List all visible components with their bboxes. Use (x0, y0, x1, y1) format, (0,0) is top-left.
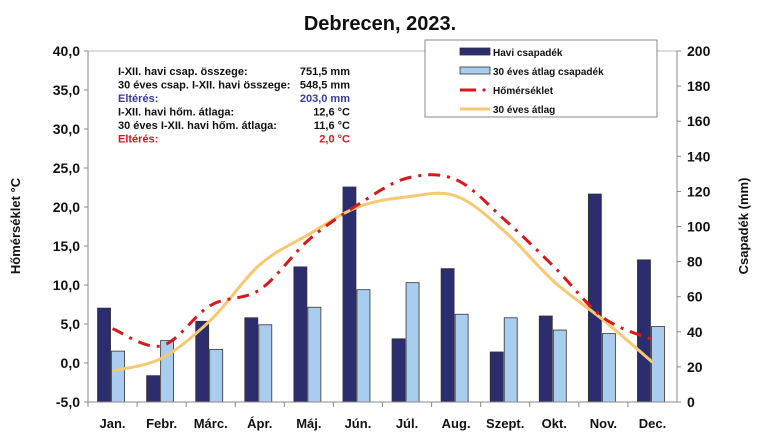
avg-precip-bar (454, 313, 469, 403)
avg-precip-bar (405, 282, 420, 403)
y-left-tick-label: 30,0 (53, 121, 80, 137)
x-tick-label: Dec. (639, 416, 666, 431)
x-tick-label: Júl. (396, 416, 418, 431)
avg-precip-bar (503, 317, 518, 403)
y-right-tick-label: 40 (687, 324, 703, 340)
stat-value: 2,0 °C (319, 134, 350, 146)
avg-precip-bar (651, 326, 665, 403)
avg-precip-bar (258, 324, 273, 403)
y-left-tick-label: 5,0 (61, 316, 81, 332)
stat-value: 12,6 °C (313, 107, 350, 119)
monthly-precip-bar (587, 193, 602, 403)
monthly-precip-bar (538, 315, 553, 403)
x-tick-label: Okt. (542, 416, 567, 431)
legend-label: 30 éves átlag (493, 105, 555, 116)
x-tick-label: Jún. (345, 416, 372, 431)
x-tick-label: Márc. (194, 416, 228, 431)
monthly-precip-bar (391, 338, 406, 403)
y-left-tick-label: -5,0 (56, 394, 80, 410)
x-tick-label: Ápr. (247, 416, 272, 431)
avg-precip-bar (209, 348, 224, 403)
stat-label: 30 éves csap. I-XII. havi összege: (118, 80, 290, 92)
y-right-tick-label: 160 (687, 113, 711, 129)
avg-precip-bar (601, 333, 616, 403)
y-left-tick-label: 40,0 (53, 43, 80, 59)
stat-label: Eltérés: (118, 134, 158, 146)
y-right-tick-label: 20 (687, 359, 703, 375)
y-right-tick-label: 140 (687, 148, 711, 164)
x-tick-label: Aug. (442, 416, 471, 431)
avg-temperature-line (112, 191, 654, 373)
avg-precip-bar (111, 350, 125, 403)
y-right-tick-label: 80 (687, 254, 703, 270)
legend-label: Hőmérséklet (493, 86, 554, 97)
avg-precip-bar (160, 340, 175, 403)
y-right-tick-label: 200 (687, 43, 711, 59)
y-left-tick-label: 10,0 (53, 277, 80, 293)
monthly-precip-bar (342, 186, 357, 403)
x-tick-label: Febr. (146, 416, 177, 431)
y-left-tick-label: 35,0 (53, 82, 80, 98)
stat-value: 11,6 °C (314, 120, 350, 132)
monthly-precip-bar (637, 259, 651, 403)
y-axis-right-label: Csapadék (mm) (736, 178, 751, 275)
avg-precip-bar (307, 306, 322, 403)
chart-title: Debrecen, 2023. (304, 13, 456, 35)
y-left-tick-label: 20,0 (53, 199, 80, 215)
y-left-tick-label: 25,0 (53, 160, 80, 176)
stat-value: 203,0 mm (300, 93, 350, 105)
monthly-precip-bar (97, 307, 111, 403)
legend-swatch-dot (482, 88, 486, 92)
monthly-precip-bar (146, 375, 161, 403)
monthly-precip-bar (489, 351, 504, 403)
stat-value: 548,5 mm (300, 80, 350, 92)
y-right-tick-label: 60 (687, 289, 703, 305)
stat-label: I-XII. havi hőm. átlaga: (118, 107, 234, 119)
y-right-tick-label: 180 (687, 78, 711, 94)
legend-swatch (459, 66, 491, 75)
stat-label: I-XII. havi csap. összege: (118, 66, 248, 78)
legend-label: Havi csapadék (493, 48, 563, 59)
monthly-precip-bar (293, 266, 308, 403)
x-tick-label: Szept. (486, 416, 524, 431)
avg-precip-bar (552, 329, 567, 403)
monthly-precip-bar (440, 268, 455, 403)
avg-precip-bar (356, 289, 371, 403)
y-right-tick-label: 120 (687, 183, 711, 199)
stat-label: 30 éves I-XII. havi hőm. átlaga: (118, 120, 277, 132)
stat-value: 751,5 mm (300, 66, 350, 78)
x-tick-label: Máj. (296, 416, 321, 431)
legend-swatch (459, 47, 491, 56)
temperature-line (111, 173, 654, 348)
x-tick-label: Jan. (100, 416, 126, 431)
y-left-tick-label: 15,0 (53, 238, 80, 254)
x-tick-label: Nov. (590, 416, 617, 431)
y-left-tick-label: 0,0 (61, 355, 81, 371)
stat-label: Eltérés: (118, 93, 158, 105)
y-right-tick-label: 0 (687, 394, 695, 410)
y-axis-left-label: Hőmérséklet °C (8, 177, 23, 274)
monthly-precip-bar (244, 317, 259, 403)
legend-label: 30 éves átlag csapadék (493, 67, 604, 78)
y-right-tick-label: 100 (687, 219, 711, 235)
